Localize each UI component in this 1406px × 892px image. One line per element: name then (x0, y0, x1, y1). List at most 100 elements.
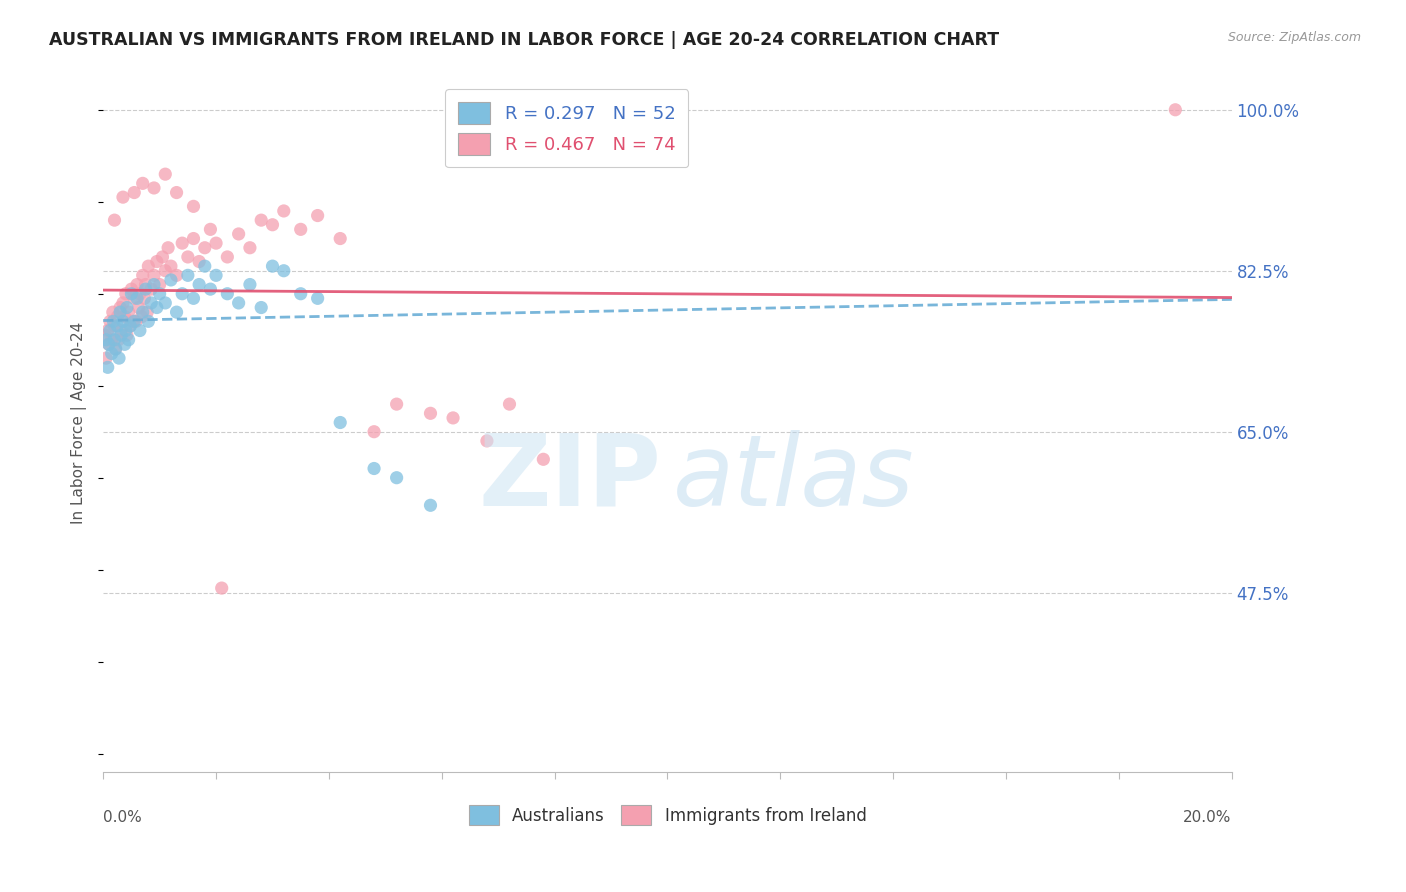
Point (131, 310, 153, 324)
Point (217, 286, 239, 301)
Point (146, 301, 169, 315)
Point (228, 296, 250, 310)
Point (329, 231, 352, 245)
Point (329, 416, 352, 430)
Point (94, 351, 117, 365)
Point (628, 103, 651, 117)
Legend: Australians, Immigrants from Ireland: Australians, Immigrants from Ireland (460, 797, 875, 834)
Point (115, 328, 138, 343)
Point (143, 268, 166, 283)
Point (94, 328, 117, 343)
Point (132, 177, 155, 191)
Point (183, 231, 205, 245)
Point (166, 268, 188, 283)
Point (385, 471, 408, 485)
Point (363, 425, 385, 439)
Text: atlas: atlas (673, 430, 915, 527)
Point (307, 209, 329, 223)
Point (108, 301, 131, 315)
Point (217, 250, 239, 264)
Point (183, 291, 205, 305)
Point (1164, 103, 1187, 117)
Point (194, 241, 217, 255)
Point (143, 181, 166, 195)
Point (146, 254, 169, 268)
Point (149, 286, 172, 301)
Point (262, 218, 284, 232)
Point (114, 337, 136, 351)
Point (103, 314, 125, 328)
Point (262, 259, 284, 273)
Point (128, 324, 150, 338)
Point (441, 411, 464, 425)
Point (172, 236, 194, 251)
Point (105, 318, 128, 333)
Point (132, 268, 155, 283)
Point (125, 291, 148, 305)
Point (385, 397, 408, 411)
Point (194, 259, 217, 273)
Point (97, 337, 120, 351)
Point (122, 314, 145, 328)
Point (307, 291, 329, 305)
Y-axis label: In Labor Force | Age 20-24: In Labor Force | Age 20-24 (72, 321, 87, 524)
Text: Source: ZipAtlas.com: Source: ZipAtlas.com (1227, 31, 1361, 45)
Point (363, 461, 385, 475)
Point (117, 333, 139, 347)
Point (94, 333, 117, 347)
Point (177, 250, 200, 264)
Text: ZIP: ZIP (479, 430, 662, 527)
Point (228, 227, 250, 241)
Point (166, 186, 188, 200)
Point (419, 498, 441, 512)
Point (211, 581, 233, 595)
Point (104, 342, 127, 356)
Point (188, 277, 211, 292)
Point (97, 360, 120, 375)
Point (128, 286, 150, 301)
Point (143, 277, 166, 292)
Point (103, 213, 125, 227)
Point (128, 301, 150, 315)
Point (172, 286, 194, 301)
Point (132, 305, 155, 319)
Point (239, 277, 262, 292)
Point (108, 305, 131, 319)
Point (205, 236, 228, 251)
Point (115, 301, 138, 315)
Point (273, 264, 295, 278)
Point (114, 310, 136, 324)
Point (290, 222, 312, 236)
Text: 20.0%: 20.0% (1184, 811, 1232, 825)
Point (155, 167, 177, 181)
Point (122, 291, 145, 305)
Point (135, 282, 157, 296)
Point (290, 286, 312, 301)
Point (157, 241, 180, 255)
Point (121, 314, 143, 328)
Point (152, 250, 174, 264)
Point (138, 259, 160, 273)
Point (100, 346, 122, 360)
Point (107, 333, 129, 347)
Point (138, 314, 160, 328)
Point (135, 277, 157, 292)
Point (160, 273, 183, 287)
Point (250, 213, 273, 227)
Point (149, 277, 172, 292)
Point (125, 314, 148, 328)
Point (134, 291, 156, 305)
Point (111, 314, 134, 328)
Point (136, 305, 159, 319)
Point (183, 199, 205, 213)
Point (114, 324, 136, 338)
Point (108, 351, 131, 365)
Point (103, 318, 125, 333)
Point (114, 286, 136, 301)
Point (188, 254, 211, 268)
Point (475, 434, 498, 448)
Point (98, 324, 121, 338)
Point (110, 324, 132, 338)
Point (101, 305, 124, 319)
Point (100, 333, 122, 347)
